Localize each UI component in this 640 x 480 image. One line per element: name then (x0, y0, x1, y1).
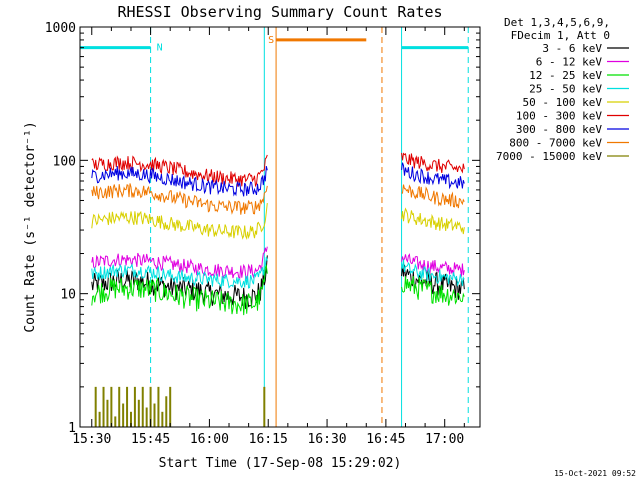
generation-timestamp: 15-Oct-2021 09:52 (554, 469, 636, 478)
series-line-5-1 (401, 152, 465, 174)
y-axis-label: Count Rate (s⁻¹ detector⁻¹) (23, 121, 38, 332)
time-markers (150, 27, 469, 427)
legend-label-7: 800 - 7000 keV (509, 137, 602, 150)
series-line-6-1 (401, 162, 465, 190)
series-3-6-kev (91, 255, 465, 310)
legend-label-2: 12 - 25 keV (529, 69, 602, 82)
x-tick-label-1: 15:45 (131, 432, 170, 447)
series-line-3-0 (91, 256, 268, 289)
x-tick-label-2: 16:00 (190, 432, 229, 447)
x-tick-label-0: 15:30 (72, 432, 111, 447)
legend-header-1: FDecim 1, Att 0 (511, 29, 610, 42)
x-tick-label-4: 16:30 (307, 432, 346, 447)
legend-label-3: 25 - 50 keV (529, 83, 602, 96)
series-7000-15000-kev (94, 386, 266, 427)
series-line-3-1 (401, 259, 465, 288)
y-tick-label-0: 1 (68, 421, 76, 436)
series-line-4-0 (91, 203, 268, 241)
series-line-0-1 (401, 264, 465, 300)
plot-frame (79, 26, 481, 428)
series-line-2-0 (91, 263, 268, 316)
chart-title: RHESSI Observing Summary Count Rates (117, 3, 442, 21)
series-line-4-1 (401, 207, 465, 235)
series-line-7-1 (401, 184, 465, 209)
legend-label-0: 3 - 6 keV (542, 42, 602, 55)
series-12-25-kev (91, 263, 465, 316)
mode-annotations: NS (80, 35, 469, 54)
legend: Det 1,3,4,5,6,9,FDecim 1, Att 03 - 6 keV… (496, 16, 629, 163)
mode-label-2: S (268, 35, 274, 46)
legend-label-5: 100 - 300 keV (516, 110, 602, 123)
y-tick-label-3: 1000 (45, 21, 76, 36)
series-line-1-1 (401, 253, 465, 277)
legend-label-4: 50 - 100 keV (523, 96, 603, 109)
legend-header-0: Det 1,3,4,5,6,9, (504, 16, 610, 29)
series-line-1-0 (91, 246, 268, 280)
x-tick-label-6: 17:00 (425, 432, 464, 447)
series-6-12-kev (91, 246, 465, 280)
x-tick-label-3: 16:15 (249, 432, 288, 447)
series-line-0-0 (91, 255, 268, 310)
y-tick-label-1: 10 (60, 288, 76, 303)
series-line-5-0 (91, 154, 268, 188)
series-layer (91, 152, 465, 427)
series-line-6-0 (91, 165, 268, 197)
legend-label-1: 6 - 12 keV (536, 56, 603, 69)
x-tick-label-5: 16:45 (366, 432, 405, 447)
series-line-7-0 (91, 183, 268, 215)
legend-label-8: 7000 - 15000 keV (496, 150, 602, 163)
series-100-300-kev (91, 152, 465, 188)
mode-label-0: N (157, 43, 163, 54)
series-300-800-kev (91, 162, 465, 197)
series-25-50-kev (91, 256, 465, 289)
series-50-100-kev (91, 203, 465, 241)
series-line-2-1 (401, 276, 465, 306)
legend-label-6: 300 - 800 keV (516, 123, 602, 136)
x-axis-label: Start Time (17-Sep-08 15:29:02) (159, 456, 402, 471)
y-axis: 1 10 100 1000 (45, 21, 480, 436)
y-tick-label-2: 100 (53, 154, 76, 169)
series-800-7000-kev (91, 183, 465, 215)
x-axis: 15:30 15:45 16:00 16:15 16:30 16:45 17:00 (72, 27, 465, 447)
